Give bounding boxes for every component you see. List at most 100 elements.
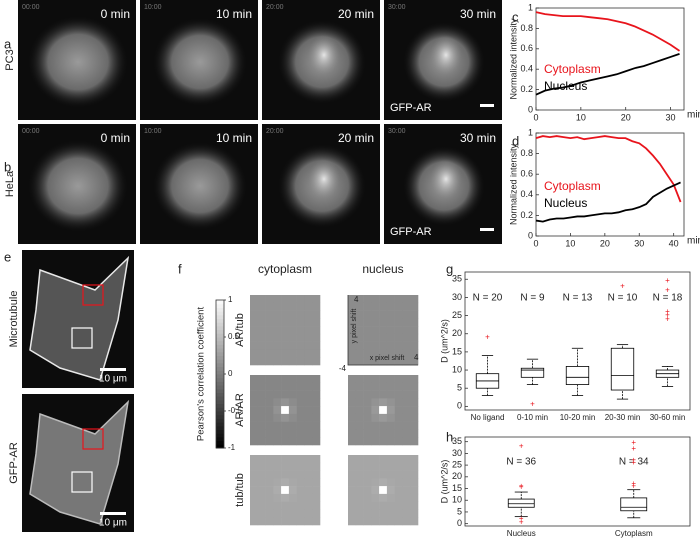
scale-label: 10 μm xyxy=(99,374,127,385)
heatmap-cell xyxy=(281,501,290,510)
time-label: 0 min xyxy=(101,7,130,21)
heatmap-cell xyxy=(288,295,297,304)
heatmap-cell xyxy=(379,318,388,327)
heatmap-cell xyxy=(402,437,411,446)
heatmap-cell xyxy=(402,302,411,311)
heatmap-cell xyxy=(386,455,395,464)
heatmap-cell xyxy=(312,455,321,464)
row-label: AR/tub xyxy=(234,313,246,347)
outlier: + xyxy=(519,482,524,491)
heatmap-cell xyxy=(379,501,388,510)
heatmap-cell xyxy=(379,398,388,407)
heatmap-cell xyxy=(304,295,313,304)
heatmap-cell xyxy=(363,486,372,495)
heatmap-cell xyxy=(296,509,305,518)
heatmap-cell xyxy=(402,413,411,422)
heatmap-cell xyxy=(312,413,321,422)
heatmap-cell xyxy=(250,318,259,327)
heatmap-cell xyxy=(379,390,388,399)
annotation: N = 34 xyxy=(619,457,649,468)
heatmap-cell xyxy=(371,398,380,407)
heatmap-cell xyxy=(250,429,259,438)
heatmap-cell xyxy=(410,509,419,518)
panel-label: f xyxy=(178,261,182,276)
heatmap-cell xyxy=(288,326,297,335)
heatmap-cell xyxy=(394,437,403,446)
heatmap-cell xyxy=(402,501,411,510)
heatmap-cell xyxy=(355,295,364,304)
heatmap-cell xyxy=(348,455,357,464)
heatmap-cell xyxy=(386,302,395,311)
time-label: 10 min xyxy=(216,131,252,145)
heatmap-cell xyxy=(355,517,364,526)
heatmap-cell xyxy=(273,341,282,350)
heatmap-cell xyxy=(273,470,282,479)
heatmap-cell xyxy=(410,437,419,446)
y-tick-label: 0 xyxy=(528,104,533,114)
heatmap-cell xyxy=(273,375,282,384)
plot-frame xyxy=(464,436,691,527)
heatmap-cell xyxy=(348,326,357,335)
colorbar-step xyxy=(216,348,224,353)
heatmap-cell xyxy=(410,318,419,327)
heatmap-cell xyxy=(386,406,395,415)
heatmap-cell xyxy=(348,429,357,438)
heatmap-cell xyxy=(386,486,395,495)
heatmap-cell xyxy=(250,310,259,319)
timestamp: 20:00 xyxy=(266,128,284,135)
outlier: + xyxy=(519,441,524,450)
heatmap-cell xyxy=(402,333,411,342)
outlier: + xyxy=(519,518,524,527)
heatmap-cell xyxy=(312,406,321,415)
heatmap-cell xyxy=(281,437,290,446)
heatmap-cell xyxy=(371,478,380,487)
heatmap-cell xyxy=(250,302,259,311)
heatmap-cell xyxy=(304,501,313,510)
heatmap-cell xyxy=(304,318,313,327)
colorbar-step xyxy=(216,403,224,408)
y-tick-label: 0.6 xyxy=(520,43,533,53)
heatmap-cell xyxy=(296,478,305,487)
y-tick-label: 0.8 xyxy=(520,148,533,158)
outlier: + xyxy=(631,458,636,467)
heatmap-cell xyxy=(355,310,364,319)
heatmap-cell xyxy=(312,341,321,350)
heatmap-cell xyxy=(312,470,321,479)
heatmap-cell xyxy=(257,398,266,407)
heatmap-cell xyxy=(386,295,395,304)
heatmap-cell xyxy=(386,462,395,471)
heatmap-cell xyxy=(348,501,357,510)
colorbar-label: Pearson's correlation coefficient xyxy=(196,307,207,442)
heatmap-cell xyxy=(363,333,372,342)
heatmap-cell xyxy=(288,478,297,487)
colorbar-step xyxy=(216,322,224,327)
x-tick-label: 30-60 min xyxy=(650,413,686,422)
heatmap-cell xyxy=(288,429,297,438)
heatmap-cell xyxy=(379,295,388,304)
heatmap-cell xyxy=(355,341,364,350)
heatmap-cell xyxy=(288,398,297,407)
series-line xyxy=(535,135,682,203)
heatmap-cell xyxy=(281,517,290,526)
heatmap-cell xyxy=(386,375,395,384)
x-tick-label: 0-10 min xyxy=(517,413,548,422)
heatmap-cell xyxy=(304,470,313,479)
heatmap-cell xyxy=(281,295,290,304)
heatmap-cell xyxy=(410,501,419,510)
time-label: 20 min xyxy=(338,7,374,21)
heatmap-cell xyxy=(410,413,419,422)
y-tick-label: 0.6 xyxy=(520,169,533,179)
colorbar-step xyxy=(216,337,224,342)
outlier: + xyxy=(631,444,636,453)
outlier: + xyxy=(631,479,636,488)
legend-entry: Nucleus xyxy=(544,79,587,93)
heatmap-cell xyxy=(304,341,313,350)
nucleus xyxy=(308,159,340,199)
x-tick-label: 20-30 min xyxy=(605,413,641,422)
heatmap-cell xyxy=(355,501,364,510)
heatmap-cell xyxy=(402,486,411,495)
heatmap-cell xyxy=(296,302,305,311)
heatmap-cell xyxy=(265,517,274,526)
heatmap-cell xyxy=(394,295,403,304)
heatmap-cell xyxy=(410,382,419,391)
